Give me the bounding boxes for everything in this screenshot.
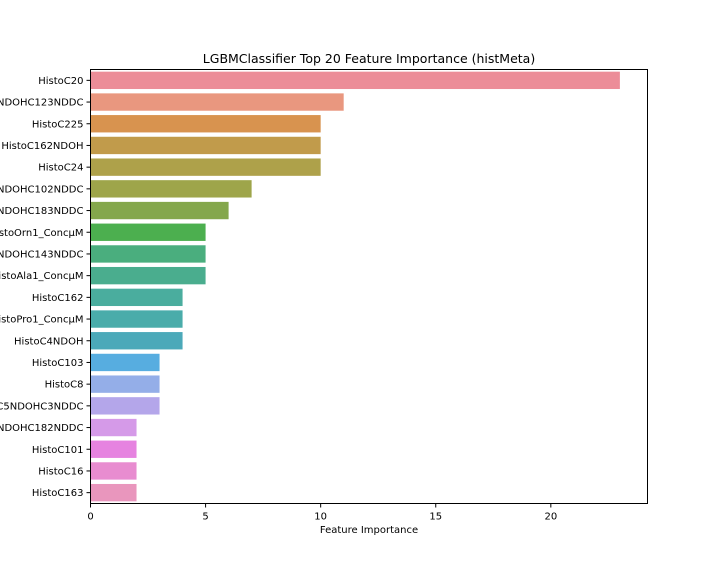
x-axis: 0 5 10 15 20 — [87, 503, 557, 523]
bar — [90, 93, 344, 111]
y-tick-label: HistoC162NDOH — [1, 141, 83, 152]
y-tick-label: HistoC163 — [32, 488, 84, 499]
bar — [90, 71, 620, 90]
bar — [90, 266, 206, 285]
y-tick-label: HistoC4NDOH — [14, 336, 83, 347]
x-tick-label: 20 — [544, 512, 557, 523]
y-tick-label: HistoC162 — [32, 293, 84, 304]
bars-layer — [90, 71, 620, 502]
y-tick-label: C5NDOHC3NDDC — [0, 401, 84, 412]
x-tick-label: 15 — [429, 512, 442, 523]
x-tick-label: 10 — [314, 512, 327, 523]
x-tick-label: 5 — [202, 512, 208, 523]
bar — [90, 332, 183, 350]
y-tick-label: NDOHC143NDDC — [0, 249, 84, 260]
y-tick-label: HistoC8 — [45, 380, 84, 391]
bar — [90, 180, 252, 198]
bar — [90, 288, 183, 307]
y-tick-label: istoAla1_ConcµM — [0, 271, 84, 282]
bar — [90, 418, 137, 437]
bar — [90, 397, 160, 415]
bar — [90, 462, 137, 480]
bar — [90, 483, 137, 502]
y-tick-label: NDOHC102NDDC — [0, 184, 84, 195]
bar — [90, 136, 321, 155]
y-tick-label: HistoC20 — [38, 76, 83, 87]
x-tick-label: 0 — [87, 512, 93, 523]
bar — [90, 375, 160, 393]
y-tick-label: stoOrn1_ConcµM — [0, 228, 84, 239]
y-tick-label: istoPro1_ConcµM — [0, 315, 84, 326]
y-tick-labels: HistoC20NDOHC123NDDCHistoC225HistoC162ND… — [0, 76, 91, 499]
bar — [90, 201, 229, 220]
bar — [90, 353, 160, 372]
y-tick-label: NDOHC123NDDC — [0, 98, 84, 109]
bar — [90, 158, 321, 176]
bar — [90, 115, 321, 133]
y-tick-label: HistoC225 — [32, 119, 84, 130]
bar — [90, 310, 183, 328]
y-tick-label: NDOHC182NDDC — [0, 423, 84, 434]
chart-title: LGBMClassifier Top 20 Feature Importance… — [203, 51, 535, 66]
bar — [90, 223, 206, 241]
bar — [90, 440, 137, 458]
y-tick-label: HistoC101 — [32, 445, 84, 456]
y-tick-label: HistoC16 — [38, 466, 83, 477]
bar — [90, 245, 206, 263]
y-tick-label: HistoC24 — [38, 163, 83, 174]
y-tick-label: NDOHC183NDDC — [0, 206, 84, 217]
x-axis-label: Feature Importance — [320, 525, 418, 536]
plot-frame — [90, 69, 648, 504]
y-tick-label: HistoC103 — [32, 358, 84, 369]
